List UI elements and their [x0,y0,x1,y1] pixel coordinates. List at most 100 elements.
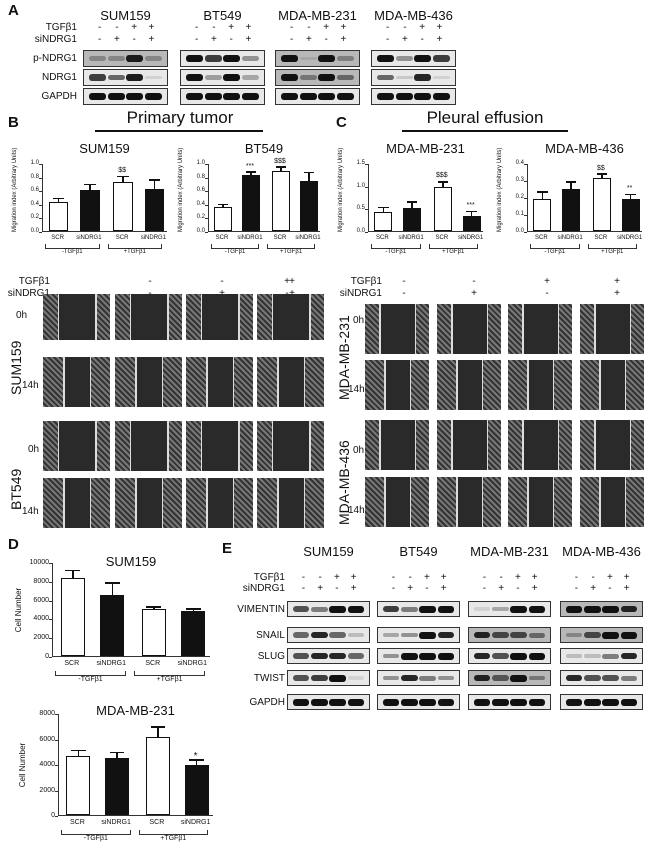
protein-band [223,55,241,62]
scratch-wound-image [508,360,572,410]
tgf-sign: - [301,572,306,583]
chart-title: SUM159 [105,554,157,569]
group-bracket [428,244,478,249]
error-bar [72,571,74,579]
wound-edge-line [599,360,601,410]
protein-band [602,605,619,613]
blot-strip-ndrg1 [180,69,265,86]
bar-sindrg1 [181,610,206,656]
category-label: siNDRG1 [101,819,131,826]
vertical-cell-line-label: SUM159 [8,340,24,395]
tgf-sign: + [245,22,252,33]
time-label: 0h [28,444,40,455]
wound-edge-line [95,294,97,340]
cell-layer [167,294,182,340]
protein-band [473,674,491,682]
blot-strip-p-ndrg1 [371,50,456,67]
y-tick-mark [524,232,527,233]
bar-scr [214,207,232,231]
sindrg1-sign: + [623,583,630,594]
sindrg1-sign: + [531,583,538,594]
sindrg1-sign: - [574,583,579,594]
protein-band [565,632,583,638]
scratch-tgf-sign: - [472,276,476,287]
group-label: -TGFβ1 [78,676,103,683]
protein-band [107,56,125,61]
cell-line-title: MDA-MB-231 [278,8,357,23]
cell-line-title: BT549 [399,544,438,559]
blot-row-label-gapdh: GAPDH [249,697,285,708]
bar-sindrg1 [562,188,581,231]
significance-marker: $$$ [274,157,286,165]
cell-layer [115,421,130,471]
protein-band [437,631,455,639]
y-tick-label: 1.0 [30,160,39,166]
group-label: -TGFβ1 [385,249,407,255]
wound-edge-line [89,357,92,407]
scratch-wound-image [257,294,324,340]
vertical-cell-line-label: MDA-MB-436 [336,440,352,525]
y-tick-mark [205,164,208,165]
sindrg1-sign: + [350,583,357,594]
wound-edge-line [629,304,632,354]
y-tick-mark [55,765,58,766]
tgf-sign: - [194,22,199,33]
cell-layer [95,294,110,340]
protein-band [419,675,436,681]
error-bar [111,583,113,596]
error-bar [541,192,544,199]
sindrg1-sign: + [407,583,414,594]
sindrg1-sign: - [425,583,429,594]
blot-strip-snail [560,627,643,643]
tgf-sign: - [97,22,102,33]
blot-row-label-ndrg1: NDRG1 [41,72,77,83]
error-cap [150,726,166,728]
protein-band [528,605,546,613]
y-tick-mark [205,232,208,233]
blot-strip-vimentin [377,601,460,617]
y-tick-mark [205,218,208,220]
protein-band [242,75,260,80]
protein-band [584,698,601,706]
sindrg1-sign: + [401,34,408,45]
tgf-sign: + [423,572,430,583]
cell-layer [481,477,501,527]
y-tick-mark [39,232,42,233]
primary-tumor-title: Primary tumor [126,108,234,127]
protein-band [584,675,601,681]
bar-scr [60,578,85,656]
cell-layer [257,478,278,528]
protein-band [292,632,310,638]
wound-edge-line [384,360,386,410]
category-label: SCR [69,819,85,826]
wound-edge-line [232,357,235,407]
tgf-sign: + [333,572,340,583]
y-tick-label: 1.0 [356,182,365,189]
y-tick-mark [55,714,58,715]
tgf-sign: - [482,572,487,583]
protein-band [433,55,451,62]
cell-layer [552,360,572,410]
wound-edge-line [57,421,60,471]
scratch-wound-image [257,478,324,528]
protein-band [510,652,527,660]
scratch-tgf-label: TGFβ1 [350,276,382,287]
error-bar [222,205,224,208]
category-label: siNDRG1 [96,660,127,667]
protein-band [565,674,583,682]
group-label: +TGFβ1 [160,835,187,842]
wound-edge-line [161,357,164,407]
blot-strip-gapdh [468,694,551,710]
cell-layer [115,357,136,407]
cell-layer [409,477,429,527]
protein-band [318,74,336,81]
protein-band [329,674,346,682]
wound-edge-line [522,304,524,354]
wound-edge-line [206,357,208,407]
y-tick-label: 0.1 [515,211,524,217]
sindrg1-label: siNDRG1 [34,34,77,45]
protein-band [311,698,328,706]
error-cap [406,201,418,203]
wound-edge-line [624,477,627,527]
category-label: SCR [64,660,80,667]
